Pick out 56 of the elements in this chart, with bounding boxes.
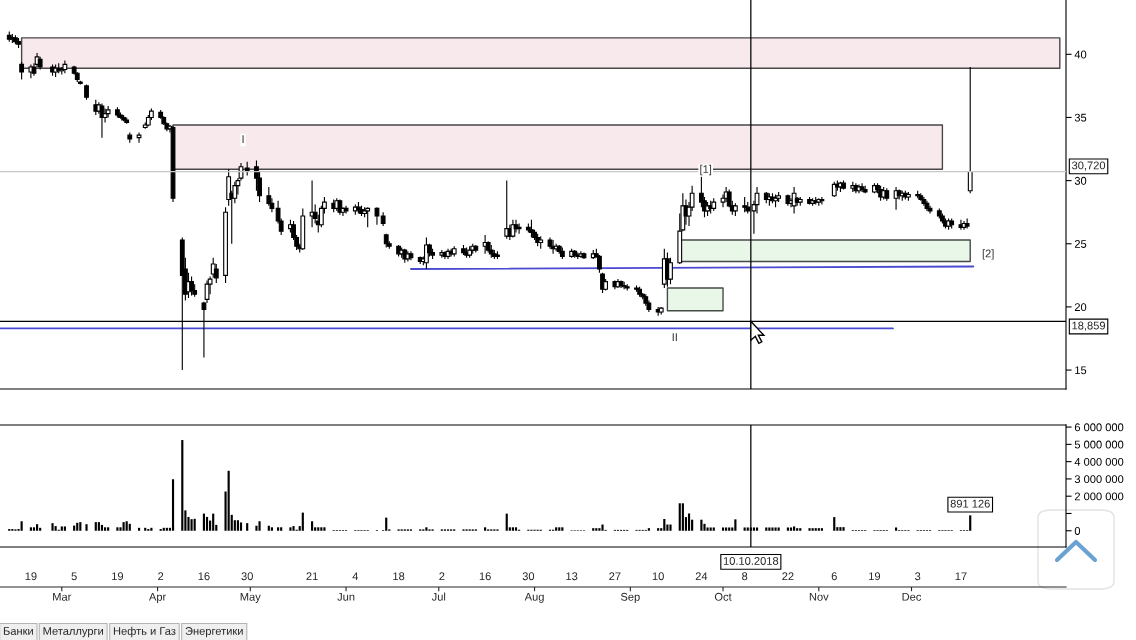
x-tick-label: 16 xyxy=(198,572,210,581)
x-tick-label: 30 xyxy=(522,572,535,581)
y-tick-label: 20 xyxy=(1074,303,1087,312)
annotation: [2] xyxy=(982,249,994,260)
x2-tick-label: Dec xyxy=(902,592,922,601)
x-tick-label: 2 xyxy=(158,572,164,581)
x-tick-label: 22 xyxy=(782,572,794,581)
annotation: II xyxy=(672,333,677,341)
x2-tick-label: Sep xyxy=(620,592,640,603)
y-tick-label: 2 000 000 xyxy=(1074,492,1124,501)
y-tick-label: 25 xyxy=(1074,240,1087,248)
annotation: [1] xyxy=(700,164,712,176)
annotation: I xyxy=(242,135,244,143)
x-tick-label: 10 xyxy=(652,572,664,581)
x2-tick-label: Jul xyxy=(431,592,446,601)
y-tick-label: 3 000 000 xyxy=(1074,475,1124,484)
ref-line-label: 10.10.2018 xyxy=(723,557,779,565)
text: Энергетики xyxy=(185,627,243,638)
y-tick-label: 35 xyxy=(1074,113,1087,122)
x-tick-label: 19 xyxy=(112,572,124,581)
text: Нефть и Газ xyxy=(113,626,176,638)
x-tick-label: 17 xyxy=(955,572,967,581)
ref-line-label: 18,859 xyxy=(1072,321,1106,331)
x2-tick-label: Nov xyxy=(809,592,829,601)
x2-tick-label: Apr xyxy=(148,592,167,603)
x-tick-label: 18 xyxy=(393,572,405,581)
y-tick-label: 30 xyxy=(1074,176,1087,185)
x-tick-label: 8 xyxy=(742,572,748,581)
ref-line-label: 30,720 xyxy=(1071,161,1106,171)
y-tick-label: 0 xyxy=(1074,527,1081,535)
x-tick-label: 24 xyxy=(695,572,708,581)
x-tick-label: 5 xyxy=(71,572,77,581)
x2-tick-label: Mar xyxy=(53,592,72,601)
x-tick-label: 6 xyxy=(831,572,837,581)
y-tick-label: 40 xyxy=(1074,50,1087,59)
x-tick-label: 13 xyxy=(566,572,578,581)
x-tick-label: 21 xyxy=(306,572,318,581)
text: Банки xyxy=(3,627,33,635)
x-tick-label: 19 xyxy=(25,572,37,581)
x-tick-label: 30 xyxy=(241,572,253,581)
x2-tick-label: May xyxy=(240,592,261,603)
y-tick-label: 6 000 000 xyxy=(1074,423,1124,432)
x2-tick-label: Jun xyxy=(337,592,355,601)
x-tick-label: 19 xyxy=(869,572,881,581)
y-tick-label: 5 000 000 xyxy=(1074,440,1124,449)
x-tick-label: 4 xyxy=(352,572,359,581)
y-tick-label: 15 xyxy=(1075,366,1087,375)
x-tick-label: 27 xyxy=(609,572,621,581)
x-tick-label: 16 xyxy=(479,572,491,581)
x-tick-label: 2 xyxy=(439,572,445,581)
x2-tick-label: Aug xyxy=(524,592,544,603)
x-tick-label: 3 xyxy=(915,572,921,581)
x2-tick-label: Oct xyxy=(714,592,732,601)
data-label: 891 126 xyxy=(950,499,990,508)
y-tick-label: 4 000 000 xyxy=(1074,457,1124,466)
text: Металлурги xyxy=(43,627,104,638)
